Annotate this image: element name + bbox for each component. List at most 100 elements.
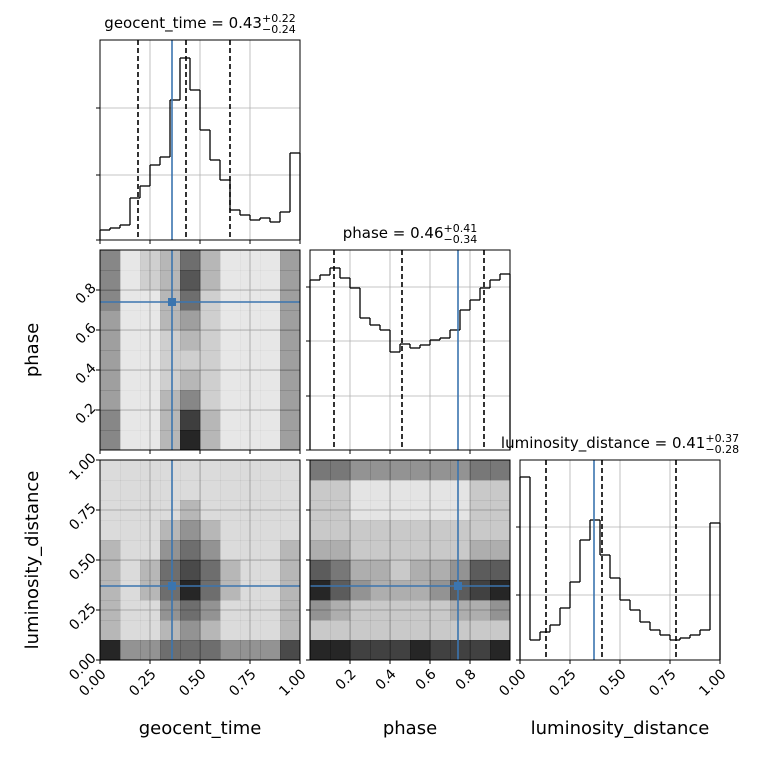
density-cell [330,560,351,581]
density-cell [140,270,161,291]
density-cell [350,540,371,561]
density-cell [310,580,331,601]
density-cell [100,310,121,331]
density-cell [240,540,261,561]
density-cell [220,640,241,661]
density-cell [450,500,471,521]
y-axis-label: phase [22,323,43,377]
density-cell [280,270,301,291]
density-cell [140,250,161,271]
density-cell [140,560,161,581]
density-cell [180,560,201,581]
density-cell [330,540,351,561]
density-cell [370,460,391,481]
density-cell [350,640,371,661]
density-cell [330,520,351,541]
x-tick-label: 0.00 [496,666,529,699]
density-cell [410,560,431,581]
density-cell [160,310,181,331]
density-cell [180,580,201,601]
density-cell [160,460,181,481]
density-cell [410,540,431,561]
density-cell [220,250,241,271]
density-cell [240,520,261,541]
density-cell [140,480,161,501]
panel-title: phase = 0.46+0.41 −0.34 [343,222,478,246]
density-cell [200,640,221,661]
density-cell [180,350,201,371]
density-cell [120,580,141,601]
density-cell [390,640,411,661]
x-axis-label: geocent_time [139,718,262,739]
density-cell [280,460,301,481]
density-cell [140,520,161,541]
density-cell [200,580,221,601]
title-sup: +0.22 [262,12,296,25]
density-cell [450,480,471,501]
density-cell [240,390,261,411]
density-cell [240,580,261,601]
density-cell [280,250,301,271]
panel-title: geocent_time = 0.43+0.22 −0.24 [104,12,295,36]
y-axis-label: luminosity_distance [22,471,43,650]
density-cell [240,480,261,501]
density-cell [280,500,301,521]
y-tick-label: 0.6 [73,320,100,347]
density-cell [490,540,511,561]
density-cell [160,270,181,291]
density-cell [370,540,391,561]
density-cell [220,480,241,501]
density-cell [450,460,471,481]
density-cell [140,460,161,481]
density-cell [260,270,281,291]
density-cell [490,520,511,541]
density-cell [200,430,221,451]
density-cell [240,410,261,431]
density-cell [450,640,471,661]
density-cell [370,600,391,621]
density-cell [470,540,491,561]
density-cell [100,370,121,391]
density-cell [280,370,301,391]
density-cell [390,520,411,541]
density-cell [180,270,201,291]
density-cell [330,580,351,601]
x-tick-label: 0.75 [646,666,679,699]
title-sub: −0.24 [262,23,296,36]
density-cell [140,430,161,451]
density-cell [260,370,281,391]
title-main: luminosity_distance = 0.41 [501,434,705,453]
density-cell [160,620,181,641]
density-cell [430,500,451,521]
density-cell [140,310,161,331]
density-cell [100,460,121,481]
density-cell [100,600,121,621]
density-cell [430,540,451,561]
density-cell [430,600,451,621]
density-cell [240,370,261,391]
density-cell [240,310,261,331]
density-cell [260,390,281,411]
density-cell [280,350,301,371]
density-cell [240,500,261,521]
density-cell [280,580,301,601]
density-cell [100,520,121,541]
density-cell [140,540,161,561]
density-cell [470,500,491,521]
density-cell [220,390,241,411]
density-cell [200,250,221,271]
density-cell [350,620,371,641]
density-cell [100,350,121,371]
density-cell [260,620,281,641]
density-cell [390,460,411,481]
density-cell [180,330,201,351]
density-cell [160,250,181,271]
density-cell [180,410,201,431]
density-cell [390,560,411,581]
density-cell [200,310,221,331]
density-cell [490,600,511,621]
density-cell [200,290,221,311]
density-cell [330,600,351,621]
density-cell [350,480,371,501]
density-cell [200,520,221,541]
